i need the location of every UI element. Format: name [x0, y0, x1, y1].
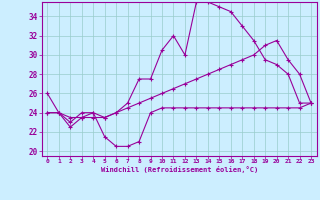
X-axis label: Windchill (Refroidissement éolien,°C): Windchill (Refroidissement éolien,°C)	[100, 166, 258, 173]
